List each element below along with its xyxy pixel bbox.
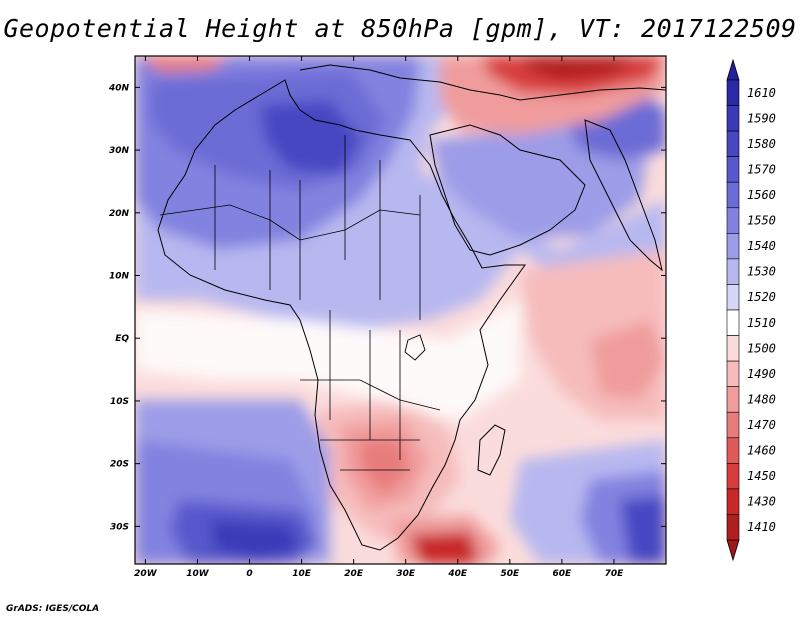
height-field — [135, 56, 666, 564]
coastlines — [157, 64, 666, 551]
x-tick-label: 60E — [553, 569, 573, 579]
colorbar-label: 1580 — [747, 137, 776, 151]
colorbar-label: 1490 — [747, 367, 776, 381]
colorbar-label: 1610 — [747, 86, 776, 100]
colorbar-label: 1430 — [747, 495, 776, 509]
colorbar-swatch — [726, 284, 740, 311]
x-tick-label: 20W — [134, 569, 158, 579]
x-tick-label: 30E — [396, 569, 416, 579]
y-tick-label: 10N — [109, 272, 130, 282]
y-tick-label: 40N — [108, 83, 130, 93]
colorbar-label: 1570 — [747, 162, 776, 176]
y-tick-label: 10S — [110, 397, 129, 407]
grads-credit: GrADS: IGES/COLA — [6, 604, 100, 614]
colorbar-swatch — [726, 386, 740, 413]
colorbar-swatch — [726, 463, 740, 490]
colorbar-swatch — [726, 105, 740, 132]
colorbar-swatch — [726, 130, 740, 157]
colorbar-label: 1550 — [747, 214, 776, 228]
colorbar-swatch — [726, 309, 740, 336]
colorbar-max-arrow — [726, 58, 740, 81]
colorbar-label: 1520 — [747, 290, 776, 304]
lake-victoria — [404, 334, 426, 361]
colorbar-swatch — [726, 411, 740, 439]
page-title: Geopotential Height at 850hPa [gpm], VT:… — [3, 14, 797, 43]
x-tick-label: 40E — [447, 569, 468, 579]
y-axis: 40N 30N 20N 10N EQ 10S 20S 30S — [108, 83, 666, 532]
north-coastline — [299, 64, 666, 101]
colorbar: 1610 1590 1580 1570 1560 1550 1540 1530 1520 1510… — [726, 58, 776, 562]
colorbar-label: 1500 — [747, 341, 776, 355]
plot-frame — [134, 55, 667, 565]
colorbar-label: 1480 — [747, 392, 776, 406]
colorbar-label: 1460 — [747, 444, 776, 458]
y-tick-label: 20S — [110, 460, 129, 470]
y-tick-label: 30S — [110, 522, 129, 532]
colorbar-label: 1540 — [747, 239, 776, 253]
colorbar-swatch — [726, 79, 740, 106]
colorbar-swatch — [726, 488, 740, 515]
colorbar-min-arrow — [726, 539, 740, 562]
colorbar-swatch — [726, 360, 740, 387]
colorbar-swatch — [726, 233, 740, 260]
x-tick-label: 10W — [186, 569, 210, 579]
colorbar-label: 1410 — [747, 520, 776, 534]
colorbar-swatch — [726, 181, 740, 209]
colorbar-label: 1450 — [747, 469, 776, 483]
madagascar-coastline — [477, 424, 506, 476]
colorbar-swatch — [726, 335, 740, 362]
x-axis: 20W 10W 0 10E 20E 30E 40E 50E 60E 70E — [134, 56, 624, 579]
colorbar-swatch — [726, 437, 740, 464]
border-line — [300, 379, 441, 471]
colorbar-label: 1560 — [747, 188, 776, 202]
x-tick-label: 70E — [605, 569, 625, 579]
india-coastline — [584, 119, 663, 272]
x-tick-label: 10E — [292, 569, 312, 579]
arabia-coastline — [429, 124, 586, 256]
africa-coastline — [157, 79, 526, 551]
colorbar-swatch — [726, 514, 740, 541]
colorbar-label: 1470 — [747, 418, 776, 432]
colorbar-swatch — [726, 156, 740, 183]
x-tick-label: 20E — [344, 569, 364, 579]
colorbar-label: 1510 — [747, 316, 776, 330]
y-tick-label: 30N — [109, 146, 130, 156]
colorbar-label: 1530 — [747, 265, 776, 279]
y-tick-label: EQ — [115, 334, 129, 344]
colorbar-swatch — [726, 258, 740, 285]
colorbar-swatch — [726, 207, 740, 234]
y-tick-label: 20N — [109, 209, 130, 219]
x-tick-label: 50E — [500, 569, 520, 579]
colorbar-label: 1590 — [747, 111, 776, 125]
x-tick-label: 0 — [246, 569, 252, 579]
